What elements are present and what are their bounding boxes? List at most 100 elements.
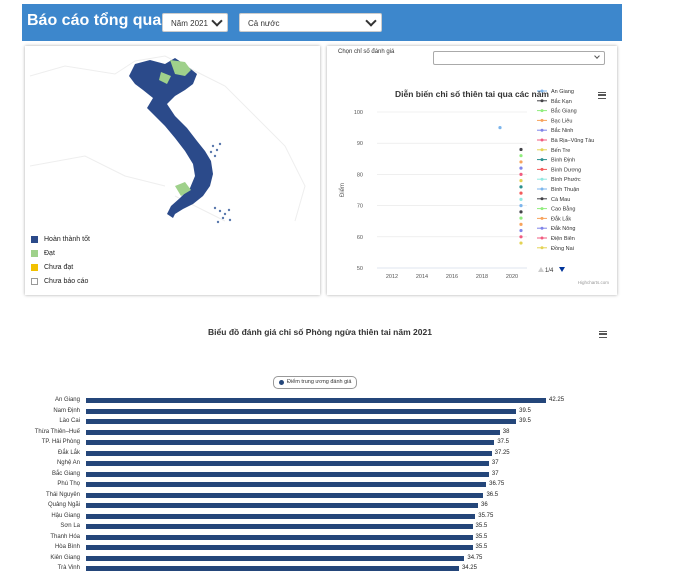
legend-marker <box>540 197 544 201</box>
bar-value-label: 37.25 <box>494 449 510 456</box>
legend-marker <box>540 207 544 211</box>
legend-label: Bình Dương <box>551 167 581 173</box>
x-tick-label: 2020 <box>506 274 518 280</box>
legend-marker <box>540 109 544 113</box>
bar-category-label: Sơn La <box>60 523 80 529</box>
bar[interactable] <box>86 471 489 477</box>
legend-label: Bến Tre <box>551 148 570 154</box>
legend-marker <box>540 128 544 132</box>
chart-menu-icon[interactable] <box>599 331 607 338</box>
year-select[interactable]: Năm 2021 <box>162 13 228 32</box>
legend-marker <box>540 148 544 152</box>
bar-value-label: 36.75 <box>489 481 505 487</box>
map-panel: Hoàn thành tốt Đạt Chưa đạt Chưa báo cáo <box>25 46 320 295</box>
bar-category-label: Hậu Giang <box>51 512 80 519</box>
bar-category-label: Lào Cai <box>59 418 80 424</box>
map-region-dat-south[interactable] <box>175 182 191 196</box>
trend-chart: Diễn biến chỉ số thiên tai qua các năm 50… <box>339 89 609 285</box>
pager-up-icon <box>538 267 544 272</box>
legend-marker <box>540 118 544 122</box>
bar[interactable] <box>86 450 492 456</box>
legend-dot-icon <box>279 380 284 385</box>
legend-label: Chưa đạt <box>44 264 74 271</box>
legend-swatch <box>31 250 38 257</box>
bar[interactable] <box>86 566 459 571</box>
legend-marker <box>540 236 544 240</box>
bar[interactable] <box>86 555 465 561</box>
indicator-select[interactable] <box>433 51 605 65</box>
bar-value-label: 37 <box>491 460 499 466</box>
x-tick-label: 2016 <box>446 274 458 280</box>
bar-value-label: 35.5 <box>475 533 488 540</box>
legend-label: Đắk Nông <box>551 225 575 232</box>
bar-legend-label: Điểm trung ương đánh giá <box>287 379 352 385</box>
map-region-dat-north[interactable] <box>170 60 191 76</box>
y-tick-label: 100 <box>354 110 363 116</box>
data-point <box>519 235 523 239</box>
bar-category-label: Kiên Giang <box>50 554 80 561</box>
bar-category-label: Thừa Thiên–Huế <box>34 428 80 435</box>
legend-label: Bắc Kạn <box>551 98 572 105</box>
page-title: Báo cáo tổng quan <box>27 12 171 29</box>
bar[interactable] <box>86 440 495 445</box>
map-region-hoan-thanh-tot[interactable] <box>129 58 213 218</box>
pager-down-icon <box>559 267 565 272</box>
bar[interactable] <box>86 429 500 435</box>
legend-swatch <box>31 264 38 271</box>
y-axis-label: Điểm <box>339 183 346 197</box>
legend-label: Cao Bằng <box>551 206 575 213</box>
legend-label: Đắk Lắk <box>551 215 571 222</box>
legend-marker <box>540 216 544 220</box>
bar-legend[interactable]: Điểm trung ương đánh giá <box>273 376 358 389</box>
data-point <box>519 222 523 226</box>
bar[interactable] <box>86 534 473 540</box>
legend-marker <box>540 99 544 103</box>
bar[interactable] <box>86 513 476 519</box>
bar-value-label: 35.5 <box>475 544 488 550</box>
trend-panel: Chọn chỉ số đánh giá <box>327 46 617 295</box>
indicator-select-label: Chọn chỉ số đánh giá <box>338 49 395 55</box>
legend-marker <box>540 187 544 191</box>
x-tick-label: 2012 <box>386 274 398 280</box>
bar[interactable] <box>86 492 484 498</box>
bar-category-label: Phú Thọ <box>57 481 80 487</box>
bar-category-label: Quảng Ngãi <box>47 502 80 508</box>
region-select-value: Cả nước <box>248 19 280 28</box>
chart-menu-icon[interactable] <box>598 92 606 99</box>
data-point <box>519 241 523 245</box>
y-tick-label: 60 <box>357 235 363 241</box>
bar[interactable] <box>86 398 547 403</box>
legend-label: Bình Thuận <box>551 187 579 193</box>
bar[interactable] <box>86 545 473 550</box>
legend-label: Bình Định <box>551 158 575 164</box>
bar-chart: An Giang 42.25 Nam Định 39.5 Lào Cai 39.5 Thừa… <box>0 396 640 575</box>
y-tick-label: 50 <box>357 266 363 272</box>
bar[interactable] <box>86 524 473 529</box>
bar[interactable] <box>86 503 478 508</box>
data-point <box>519 166 523 170</box>
legend-hoan-thanh-tot: Hoàn thành tốt <box>31 236 90 243</box>
data-point <box>519 147 523 152</box>
bar-value-label: 34.75 <box>467 554 483 561</box>
data-point <box>519 179 523 183</box>
bar[interactable] <box>86 461 489 466</box>
region-select[interactable]: Cả nước <box>239 13 382 32</box>
bar-category-label: Thanh Hóa <box>50 533 80 540</box>
bar[interactable] <box>86 408 517 414</box>
header-bar: Báo cáo tổng quan Năm 2021 Cả nước <box>22 4 622 41</box>
bar[interactable] <box>86 482 487 487</box>
legend-swatch <box>31 236 38 243</box>
data-point <box>519 228 523 233</box>
bar-category-label: Bắc Giang <box>51 470 80 477</box>
data-point <box>519 154 523 158</box>
data-point <box>519 191 523 195</box>
legend-marker <box>540 246 544 250</box>
legend-marker <box>540 138 544 142</box>
legend-chua-dat: Chưa đạt <box>31 264 73 271</box>
map-region-dat-north-2[interactable] <box>159 72 171 84</box>
legend-label: Bà Rịa–Vũng Tàu <box>551 138 594 144</box>
bar-chart-title: Biểu đồ đánh giá chỉ số Phòng ngừa thiên… <box>208 327 432 337</box>
legend-label: Cà Mau <box>551 197 570 203</box>
bar[interactable] <box>86 419 517 424</box>
data-point <box>519 216 523 220</box>
